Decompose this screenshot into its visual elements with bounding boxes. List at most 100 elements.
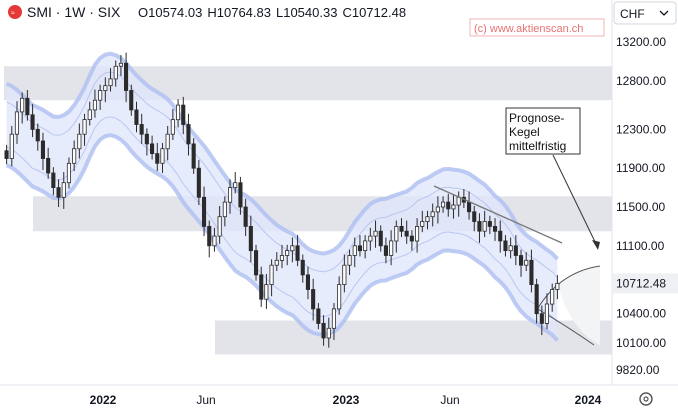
candle	[30, 104, 35, 138]
candle	[61, 172, 66, 209]
svg-text:10400.00: 10400.00	[616, 307, 666, 321]
candle	[368, 227, 373, 251]
candle	[175, 99, 181, 128]
candle	[420, 210, 425, 233]
candle	[56, 179, 61, 207]
candle	[222, 196, 227, 227]
candle	[435, 196, 440, 224]
candle	[440, 196, 446, 213]
annotation-line-1: Prognose-	[509, 111, 564, 125]
candle	[129, 84, 134, 116]
candle	[4, 144, 9, 165]
candle	[430, 203, 435, 227]
svg-text:2022: 2022	[90, 393, 117, 407]
candle	[279, 244, 284, 269]
band-inner-lower	[6, 116, 558, 323]
cone-fill	[557, 266, 600, 345]
candle	[139, 113, 144, 144]
candle	[492, 218, 498, 241]
ohlc-close-value: 10712.48	[352, 5, 406, 20]
candle	[196, 159, 201, 206]
price-tick: 12300.00	[616, 122, 666, 136]
candle	[264, 273, 269, 309]
svg-text:Jun: Jun	[196, 393, 215, 407]
candle	[113, 60, 118, 87]
candle	[503, 235, 508, 257]
svg-text:2023: 2023	[333, 393, 360, 407]
candle	[238, 176, 243, 215]
candle	[290, 237, 295, 263]
candle	[207, 220, 212, 258]
candle	[149, 135, 155, 160]
candles	[4, 52, 560, 348]
candle	[409, 230, 414, 251]
candle	[389, 230, 394, 266]
forecast-cone	[536, 265, 601, 346]
svg-text:12300.00: 12300.00	[616, 122, 666, 136]
candle	[14, 101, 20, 144]
candle	[399, 218, 404, 238]
candle	[425, 210, 430, 230]
time-tick: 2022	[90, 393, 117, 407]
candle	[248, 215, 253, 263]
symbol-title[interactable]: SMI · 1W · SIX	[27, 4, 121, 20]
candle	[326, 317, 331, 348]
time-tick: 2024	[575, 393, 602, 407]
price-tick: 12800.00	[616, 74, 666, 88]
last-price-label: 10712.48	[612, 273, 678, 294]
candle	[311, 278, 316, 321]
trendline	[433, 185, 563, 244]
svg-text:10100.00: 10100.00	[616, 336, 666, 350]
candle	[181, 96, 186, 135]
candle	[227, 179, 233, 214]
candle	[555, 275, 560, 300]
candle	[316, 303, 321, 330]
candle	[342, 254, 347, 293]
price-tick: 10100.00	[616, 336, 666, 350]
watermark-text: (c) www.aktienscan.ch	[474, 23, 583, 35]
candle	[347, 249, 352, 275]
candle	[134, 101, 139, 133]
ohlc-high-value: 10764.83	[217, 5, 271, 20]
price-tick: 11100.00	[616, 239, 665, 253]
currency-selector[interactable]: CHF	[613, 1, 677, 25]
price-axis[interactable]: 13200.00 12800.00 12300.00 11900.00 11500.00…	[612, 35, 678, 377]
time-tick: 2023	[333, 393, 360, 407]
ohlc-close-label: C	[342, 5, 351, 20]
svg-text:11900.00: 11900.00	[616, 161, 665, 175]
candle	[295, 235, 300, 267]
candle	[321, 315, 326, 346]
candle	[118, 55, 124, 76]
candle	[92, 89, 98, 118]
candle	[103, 77, 108, 103]
cone-lower	[537, 308, 595, 346]
svg-text:13200.00: 13200.00	[616, 35, 666, 49]
candle	[274, 252, 279, 272]
candle	[87, 101, 92, 126]
time-axis[interactable]: 2022 Jun 2023 Jun 2024	[90, 393, 602, 407]
price-tick: 13200.00	[616, 35, 666, 49]
candle	[66, 157, 72, 189]
candle	[217, 206, 222, 244]
ohlc-low-value: 10540.33	[283, 5, 337, 20]
svg-text:Jun: Jun	[440, 393, 459, 407]
price-tick: 11500.00	[616, 200, 665, 214]
cone-upper	[536, 265, 601, 310]
price-tick: 10400.00	[616, 307, 666, 321]
band-upper	[5, 51, 559, 261]
candle	[513, 235, 518, 266]
gear-icon[interactable]	[639, 392, 653, 406]
annotation-prognose[interactable]: Prognose- Kegel mittelfristig	[505, 107, 600, 250]
candle	[305, 266, 310, 300]
candle	[337, 276, 342, 315]
candle	[363, 235, 368, 259]
candle	[357, 235, 362, 257]
candle	[378, 225, 383, 252]
ohlc-low-label: L	[276, 5, 283, 20]
arrow-head	[592, 240, 600, 250]
chevron-down-icon	[659, 10, 669, 16]
candle	[186, 113, 191, 156]
candle	[394, 220, 399, 253]
